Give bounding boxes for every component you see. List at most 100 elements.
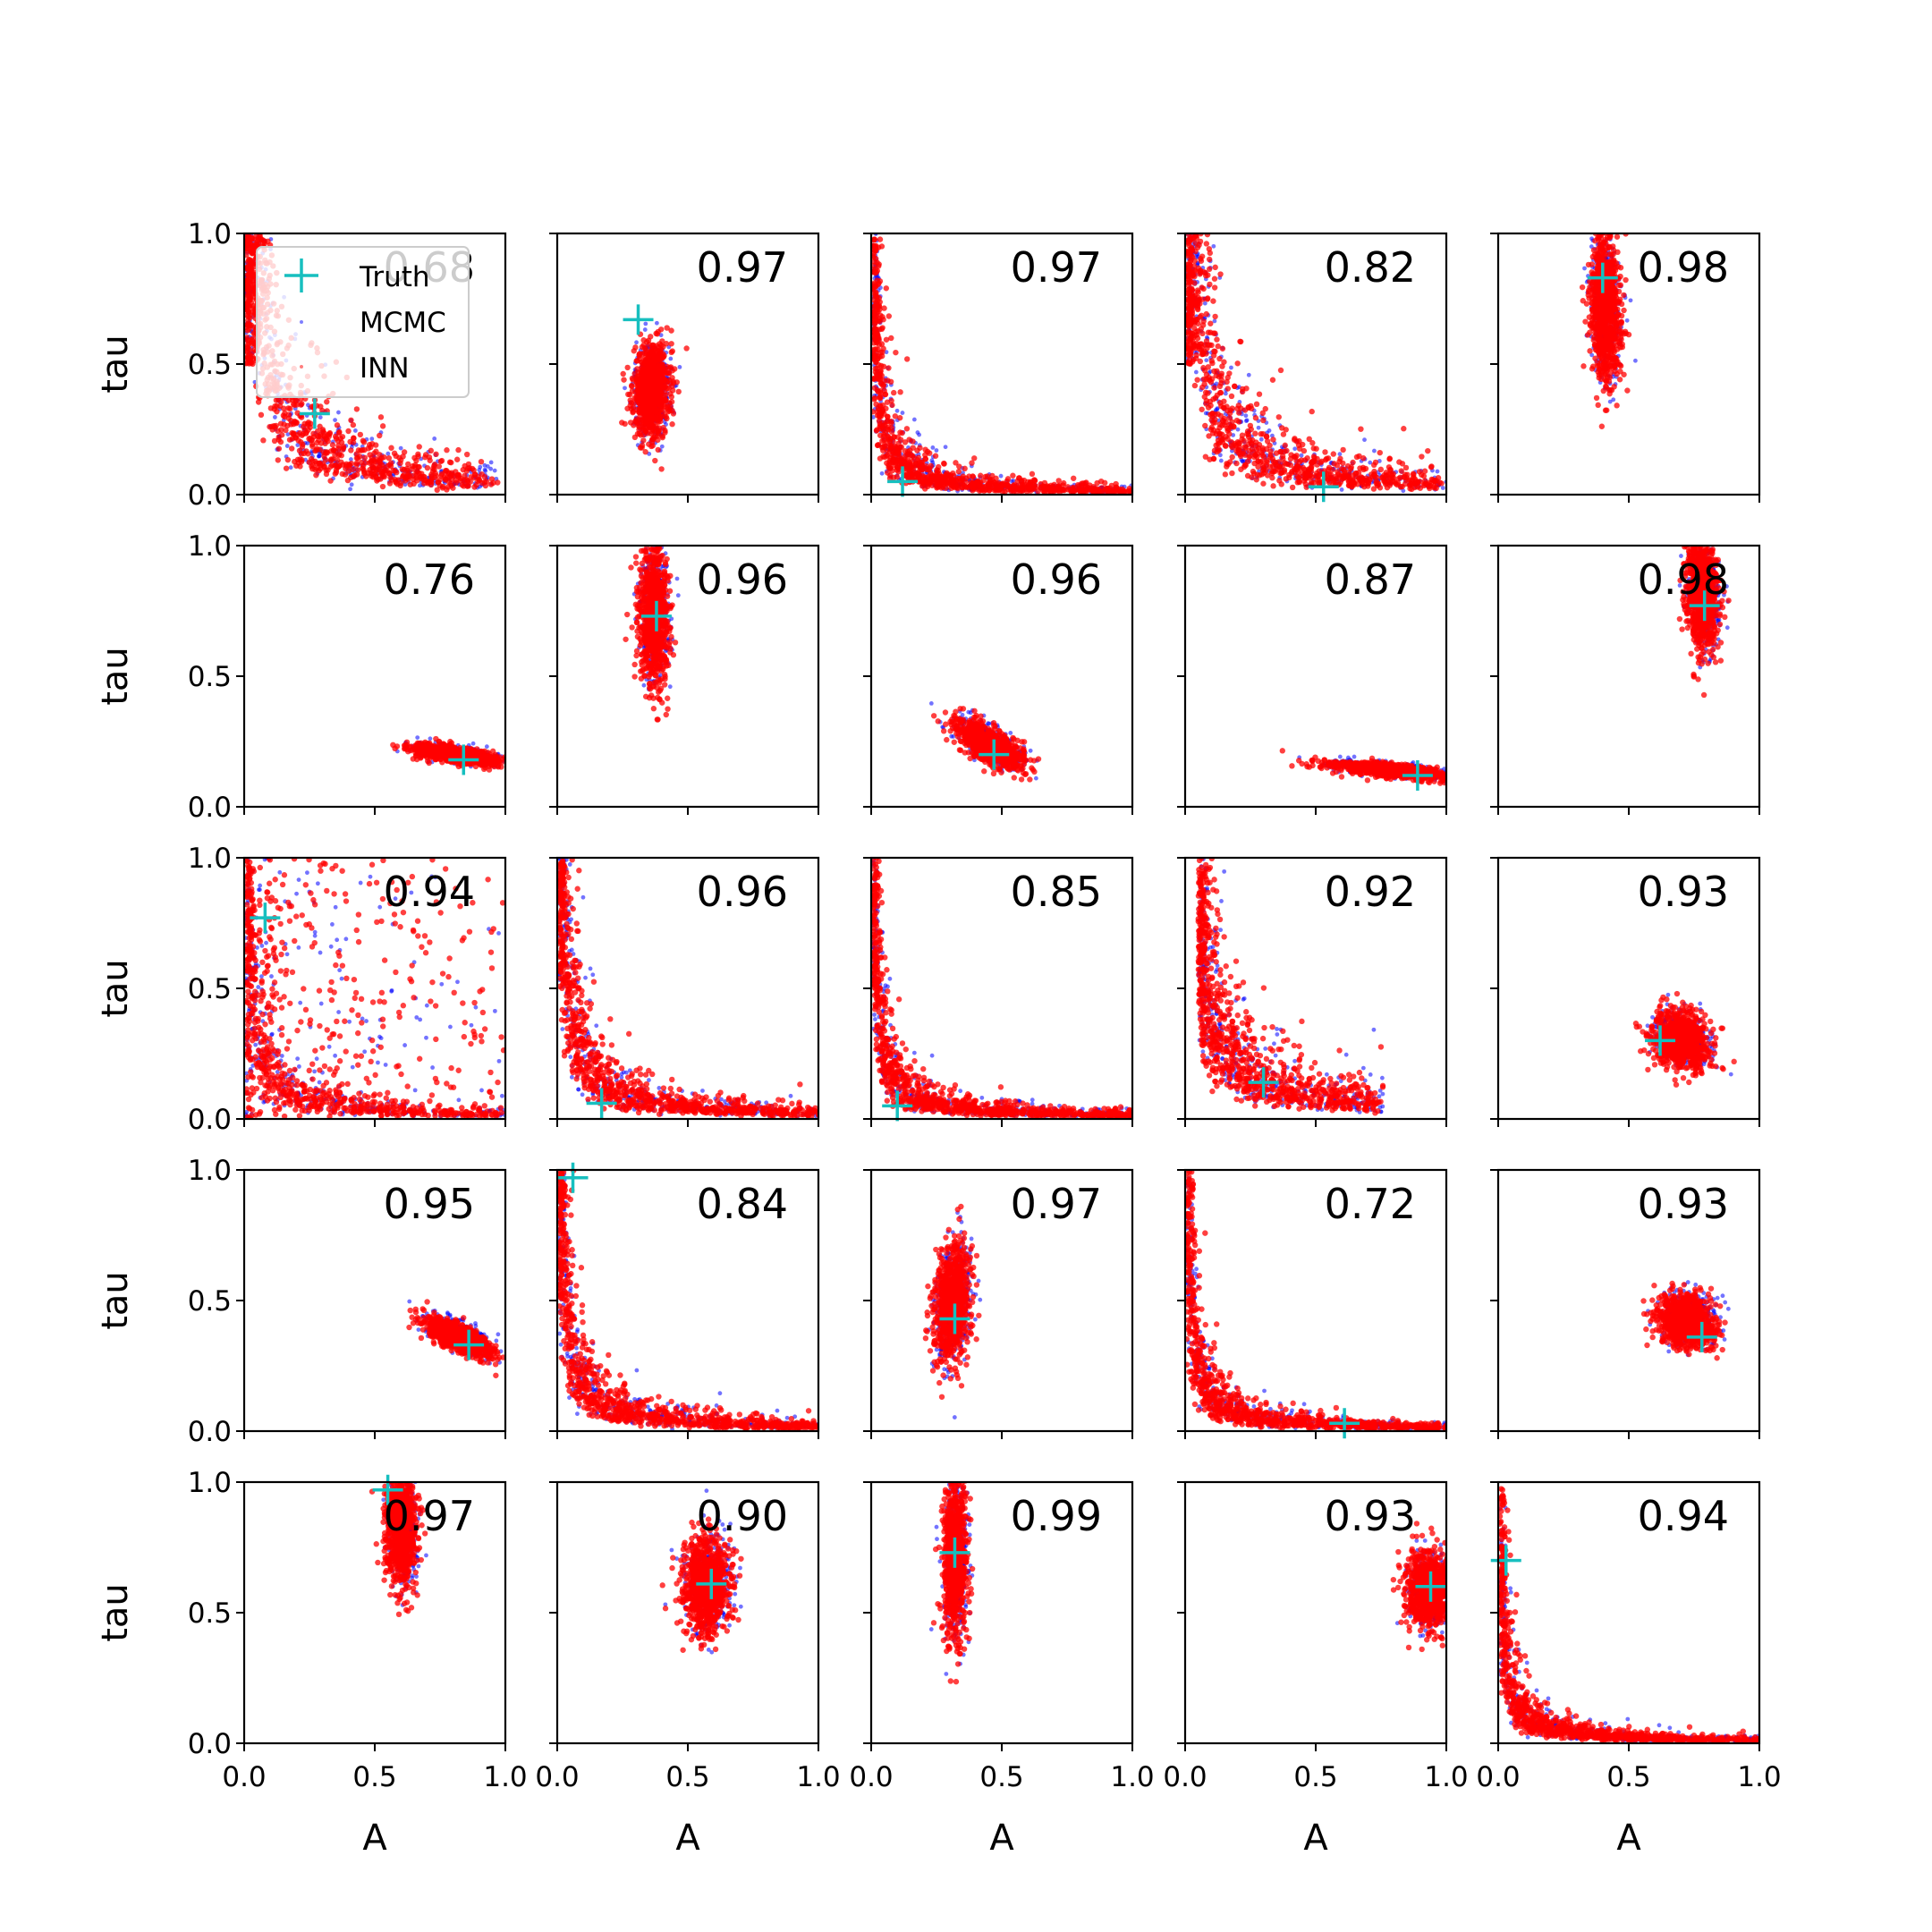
- inn-point: [352, 472, 358, 479]
- mcmc-point: [402, 482, 408, 487]
- inn-point: [339, 470, 345, 478]
- inn-point: [470, 467, 477, 473]
- inn-point: [1211, 368, 1217, 375]
- inn-point: [929, 478, 936, 485]
- inn-point: [314, 439, 320, 446]
- inn-point: [1219, 363, 1225, 369]
- inn-point: [468, 474, 474, 480]
- inn-point: [244, 322, 250, 328]
- inn-point: [322, 457, 329, 463]
- inn-point: [662, 403, 669, 410]
- inn-point: [1296, 445, 1303, 452]
- inn-point: [345, 428, 352, 435]
- inn-point: [1260, 453, 1267, 460]
- inn-point: [657, 365, 664, 371]
- inn-point: [636, 420, 642, 427]
- inn-point: [350, 466, 356, 472]
- inn-point: [1244, 458, 1251, 465]
- inn-point: [636, 352, 642, 360]
- inn-point: [1004, 478, 1011, 485]
- inn-point: [309, 441, 316, 447]
- inn-point: [1377, 466, 1385, 473]
- inn-point: [664, 325, 670, 331]
- inn-point: [646, 377, 652, 384]
- inn-point: [934, 467, 940, 473]
- inn-point: [1223, 443, 1229, 449]
- inn-point: [399, 466, 406, 472]
- inn-point: [637, 382, 644, 388]
- mcmc-point: [1339, 487, 1344, 492]
- inn-point: [1197, 358, 1204, 365]
- inn-point: [986, 487, 993, 494]
- inn-point: [350, 421, 357, 428]
- inn-point: [244, 238, 250, 244]
- subplot-4: 0.82: [1177, 232, 1448, 503]
- inn-point: [639, 360, 645, 366]
- points-group: [1185, 233, 1446, 494]
- inn-point: [334, 422, 341, 428]
- inn-point: [890, 456, 896, 463]
- inn-point: [1270, 436, 1276, 443]
- inn-point: [250, 355, 257, 362]
- inn-point: [1386, 455, 1393, 462]
- inn-point: [411, 462, 419, 469]
- inn-point: [1382, 479, 1389, 486]
- inn-point: [403, 474, 410, 480]
- inn-point: [917, 445, 923, 451]
- inn-point: [901, 458, 907, 464]
- mcmc-point: [643, 321, 648, 326]
- mcmc-point: [432, 436, 437, 441]
- mcmc-point: [352, 428, 358, 433]
- inn-point: [1270, 463, 1276, 470]
- inn-point: [650, 411, 657, 418]
- inn-point: [1208, 424, 1215, 431]
- inn-point: [640, 337, 647, 343]
- inn-point: [1186, 324, 1192, 330]
- inn-point: [285, 405, 292, 411]
- inn-point: [340, 445, 347, 452]
- inn-point: [1210, 455, 1217, 462]
- inn-point: [646, 392, 653, 398]
- inn-point: [675, 388, 682, 395]
- inn-point: [683, 345, 690, 352]
- inn-point: [627, 397, 633, 403]
- inn-point: [903, 356, 911, 362]
- inn-point: [259, 237, 266, 243]
- inn-point: [1337, 455, 1343, 462]
- inn-point: [631, 370, 638, 377]
- inn-point: [638, 374, 645, 381]
- inn-point: [669, 421, 675, 428]
- inn-point: [893, 349, 899, 356]
- inn-point: [1240, 450, 1246, 457]
- inn-point: [641, 427, 648, 434]
- inn-point: [1253, 401, 1260, 408]
- inn-point: [292, 397, 299, 403]
- inn-point: [345, 462, 352, 470]
- inn-point: [313, 447, 319, 453]
- inn-point: [381, 473, 387, 480]
- inn-point: [877, 236, 884, 242]
- inn-point: [329, 442, 336, 448]
- mcmc-point: [1292, 446, 1298, 452]
- mcmc-point: [1368, 460, 1373, 465]
- inn-point: [1221, 359, 1227, 365]
- inn-point: [668, 327, 674, 334]
- inn-point: [1046, 485, 1052, 491]
- inn-point: [283, 427, 289, 434]
- inn-point: [637, 408, 643, 414]
- inn-point: [873, 370, 880, 377]
- inn-point: [886, 313, 893, 319]
- inn-point: [1429, 477, 1436, 483]
- inn-point: [260, 437, 267, 444]
- inn-point: [902, 439, 909, 445]
- inn-point: [313, 472, 319, 479]
- inn-point: [328, 448, 335, 454]
- inn-point: [476, 477, 483, 484]
- inn-point: [662, 389, 668, 395]
- inn-point: [959, 484, 966, 491]
- inn-point: [645, 354, 651, 360]
- inn-point: [367, 452, 373, 458]
- inn-point: [1296, 459, 1303, 465]
- inn-point: [1275, 459, 1283, 465]
- inn-point: [1194, 244, 1201, 250]
